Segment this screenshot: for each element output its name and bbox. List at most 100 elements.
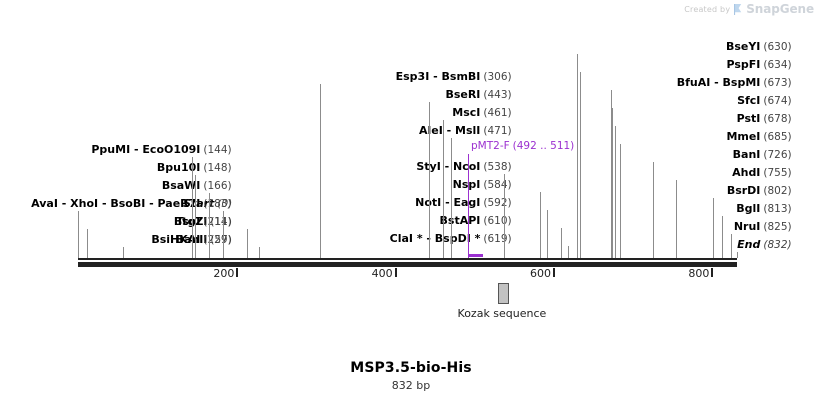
restriction-site-label[interactable]: BsaWI (166) <box>162 180 232 192</box>
site-name: NspI <box>452 178 481 191</box>
snapgene-watermark: Created by SnapGene <box>684 2 814 16</box>
site-name: BsiHKAI <box>151 233 201 246</box>
site-position: (685) <box>763 131 792 143</box>
leader-line <box>561 228 562 258</box>
site-name: BanII <box>176 233 208 246</box>
restriction-site-label[interactable]: BseYI (630) <box>726 41 792 53</box>
site-position: (229) <box>203 234 232 246</box>
leader-line <box>713 198 714 258</box>
site-name: NruI <box>733 220 761 233</box>
restriction-site-label[interactable]: AleI - MslI (471) <box>419 125 512 137</box>
restriction-site-label[interactable]: TsoI (214) <box>176 216 231 228</box>
site-name: PspFI <box>726 58 761 71</box>
leader-line <box>653 162 654 258</box>
site-name: PstI <box>736 112 761 125</box>
site-position: (584) <box>483 179 512 191</box>
primer-label[interactable]: pMT2-F (492 .. 511) <box>471 141 574 152</box>
restriction-site-label[interactable]: MscI (461) <box>452 107 511 119</box>
restriction-site-label[interactable]: AhdI (755) <box>732 167 792 179</box>
restriction-site-label[interactable]: End (832) <box>737 239 791 251</box>
site-position: (678) <box>763 113 792 125</box>
site-name: AvaI - XhoI - BsoBI - PaeR7I <box>31 197 201 210</box>
sequence-backbone-upper-rule <box>78 258 737 260</box>
site-name: AhdI <box>732 166 761 179</box>
restriction-site-label[interactable]: PpuMI - EcoO109I (144) <box>91 144 231 156</box>
site-name: ClaI * - BspDI * <box>389 232 481 245</box>
snapgene-flag-icon <box>734 3 742 15</box>
restriction-site-label[interactable]: Bpu10I (148) <box>157 162 232 174</box>
watermark-brand-label: SnapGene <box>746 2 814 16</box>
axis-tick-label: 600 <box>530 267 551 280</box>
axis-tick-mark <box>711 268 713 277</box>
restriction-site-label[interactable]: BglI (813) <box>736 203 791 215</box>
site-name: Esp3I - BsmBI <box>395 70 481 83</box>
leader-line <box>429 102 430 258</box>
axis-tick-label: 800 <box>688 267 710 280</box>
leader-line <box>676 180 677 258</box>
restriction-site-label[interactable]: AvaI - XhoI - BsoBI - PaeR7I (183) <box>31 198 232 210</box>
primer-leader-line <box>468 154 469 258</box>
site-name: PpuMI - EcoO109I <box>91 143 201 156</box>
site-position: (11) <box>210 216 232 228</box>
restriction-site-label[interactable]: NotI - EagI (592) <box>415 197 511 209</box>
site-name: End <box>737 238 761 251</box>
primer-span-bar[interactable] <box>468 254 484 257</box>
restriction-site-label[interactable]: BtgZI (11) <box>174 216 232 228</box>
restriction-site-label[interactable]: PspFI (634) <box>727 59 792 71</box>
restriction-site-label[interactable]: BanI (726) <box>733 149 792 161</box>
site-name: Start <box>183 197 215 210</box>
sequence-backbone-bar <box>78 262 737 267</box>
site-name: BglI <box>736 202 761 215</box>
site-position: (471) <box>483 125 512 137</box>
leader-line <box>612 108 613 258</box>
site-position: (630) <box>763 41 792 53</box>
site-name: BseYI <box>725 40 761 53</box>
restriction-site-label[interactable]: BseRI (443) <box>445 89 511 101</box>
restriction-site-label[interactable]: NspI (584) <box>453 179 512 191</box>
site-position: (306) <box>483 71 512 83</box>
restriction-site-label[interactable]: NruI (825) <box>734 221 792 233</box>
restriction-site-label[interactable]: ClaI * - BspDI * (619) <box>390 233 512 245</box>
site-name: BfuAI - BspMI <box>676 76 761 89</box>
site-position: (802) <box>763 185 792 197</box>
site-position: (673) <box>763 77 792 89</box>
site-position: (148) <box>203 162 232 174</box>
restriction-site-label[interactable]: PstI (678) <box>737 113 792 125</box>
restriction-site-label[interactable]: BsiHKAI (229) <box>151 234 231 246</box>
site-position: (461) <box>483 107 512 119</box>
restriction-site-label[interactable]: BfuAI - BspMI (673) <box>677 77 792 89</box>
restriction-site-label[interactable]: BanII(57) <box>176 234 232 246</box>
site-position: (57) <box>210 234 232 246</box>
axis-tick-mark <box>553 268 555 277</box>
leader-line <box>722 216 723 258</box>
feature-box-kozak-sequence[interactable] <box>498 283 509 304</box>
site-name: BseRI <box>445 88 481 101</box>
restriction-site-label[interactable]: MmeI (685) <box>726 131 791 143</box>
leader-line <box>580 72 581 258</box>
leader-line <box>547 210 548 258</box>
site-name: BanI <box>732 148 761 161</box>
leader-line <box>568 246 569 258</box>
site-position: (726) <box>763 149 792 161</box>
leader-line <box>577 54 578 258</box>
site-name: MmeI <box>726 130 761 143</box>
leader-line <box>451 138 452 258</box>
restriction-site-label[interactable]: BsrDI (802) <box>727 185 792 197</box>
site-name: AleI - MslI <box>418 124 481 137</box>
feature-label-kozak-sequence: Kozak sequence <box>457 307 547 320</box>
leader-line <box>247 229 248 258</box>
leader-line <box>611 90 612 258</box>
restriction-site-label[interactable]: Esp3I - BsmBI (306) <box>396 71 512 83</box>
axis-tick-label: 200 <box>213 267 235 280</box>
restriction-site-label[interactable]: Start (0) <box>183 198 232 210</box>
restriction-site-label[interactable]: SfcI (674) <box>737 95 792 107</box>
site-position: (0) <box>217 198 233 210</box>
restriction-site-label[interactable]: BstAPI (610) <box>440 215 512 227</box>
leader-line <box>620 144 621 258</box>
leader-line <box>87 229 88 258</box>
leader-line <box>223 211 224 258</box>
site-name: BsaWI <box>161 179 201 192</box>
axis-tick-mark <box>395 268 397 277</box>
restriction-site-label[interactable]: StyI - NcoI (538) <box>416 161 511 173</box>
site-position: (183) <box>203 198 232 210</box>
